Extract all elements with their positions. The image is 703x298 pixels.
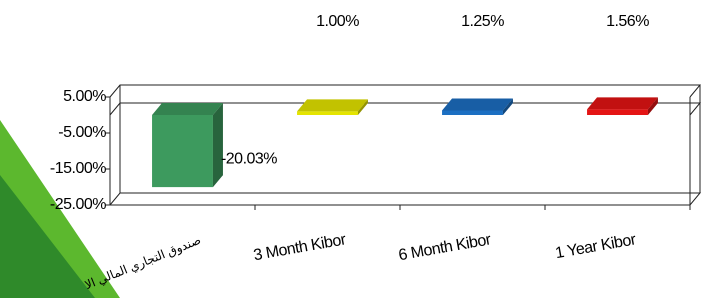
x-tick-label: 3 Month Kibor [252, 231, 348, 264]
bar-top [297, 99, 368, 111]
bar-top [152, 103, 223, 115]
bar [442, 111, 503, 116]
y-tick-label: 5.00% [63, 88, 106, 105]
value-label: -20.03% [221, 150, 277, 167]
x-tick-label: 6 Month Kibor [397, 231, 493, 264]
value-label: 1.00% [316, 13, 359, 30]
bar [297, 111, 358, 115]
bar-top [587, 97, 658, 109]
value-label: 1.56% [606, 13, 649, 30]
x-tick-label: 1 Year Kibor [554, 231, 638, 262]
y-tick-label: -15.00% [50, 160, 106, 177]
x-tick-label: صندوق التجاري المالي الا [83, 233, 203, 292]
value-label: 1.25% [461, 13, 504, 30]
bar-top [442, 99, 513, 111]
y-tick-label: -25.00% [50, 196, 106, 213]
bar [152, 115, 213, 187]
bar [587, 109, 648, 115]
y-tick-label: -5.00% [58, 124, 106, 141]
bar-side [213, 103, 223, 187]
chart: 5.00% -5.00% -15.00% -25.00% صندوق التجاري ا… [0, 0, 703, 298]
page: {"chart_data": {"type": "bar3d", "catego… [0, 0, 703, 298]
